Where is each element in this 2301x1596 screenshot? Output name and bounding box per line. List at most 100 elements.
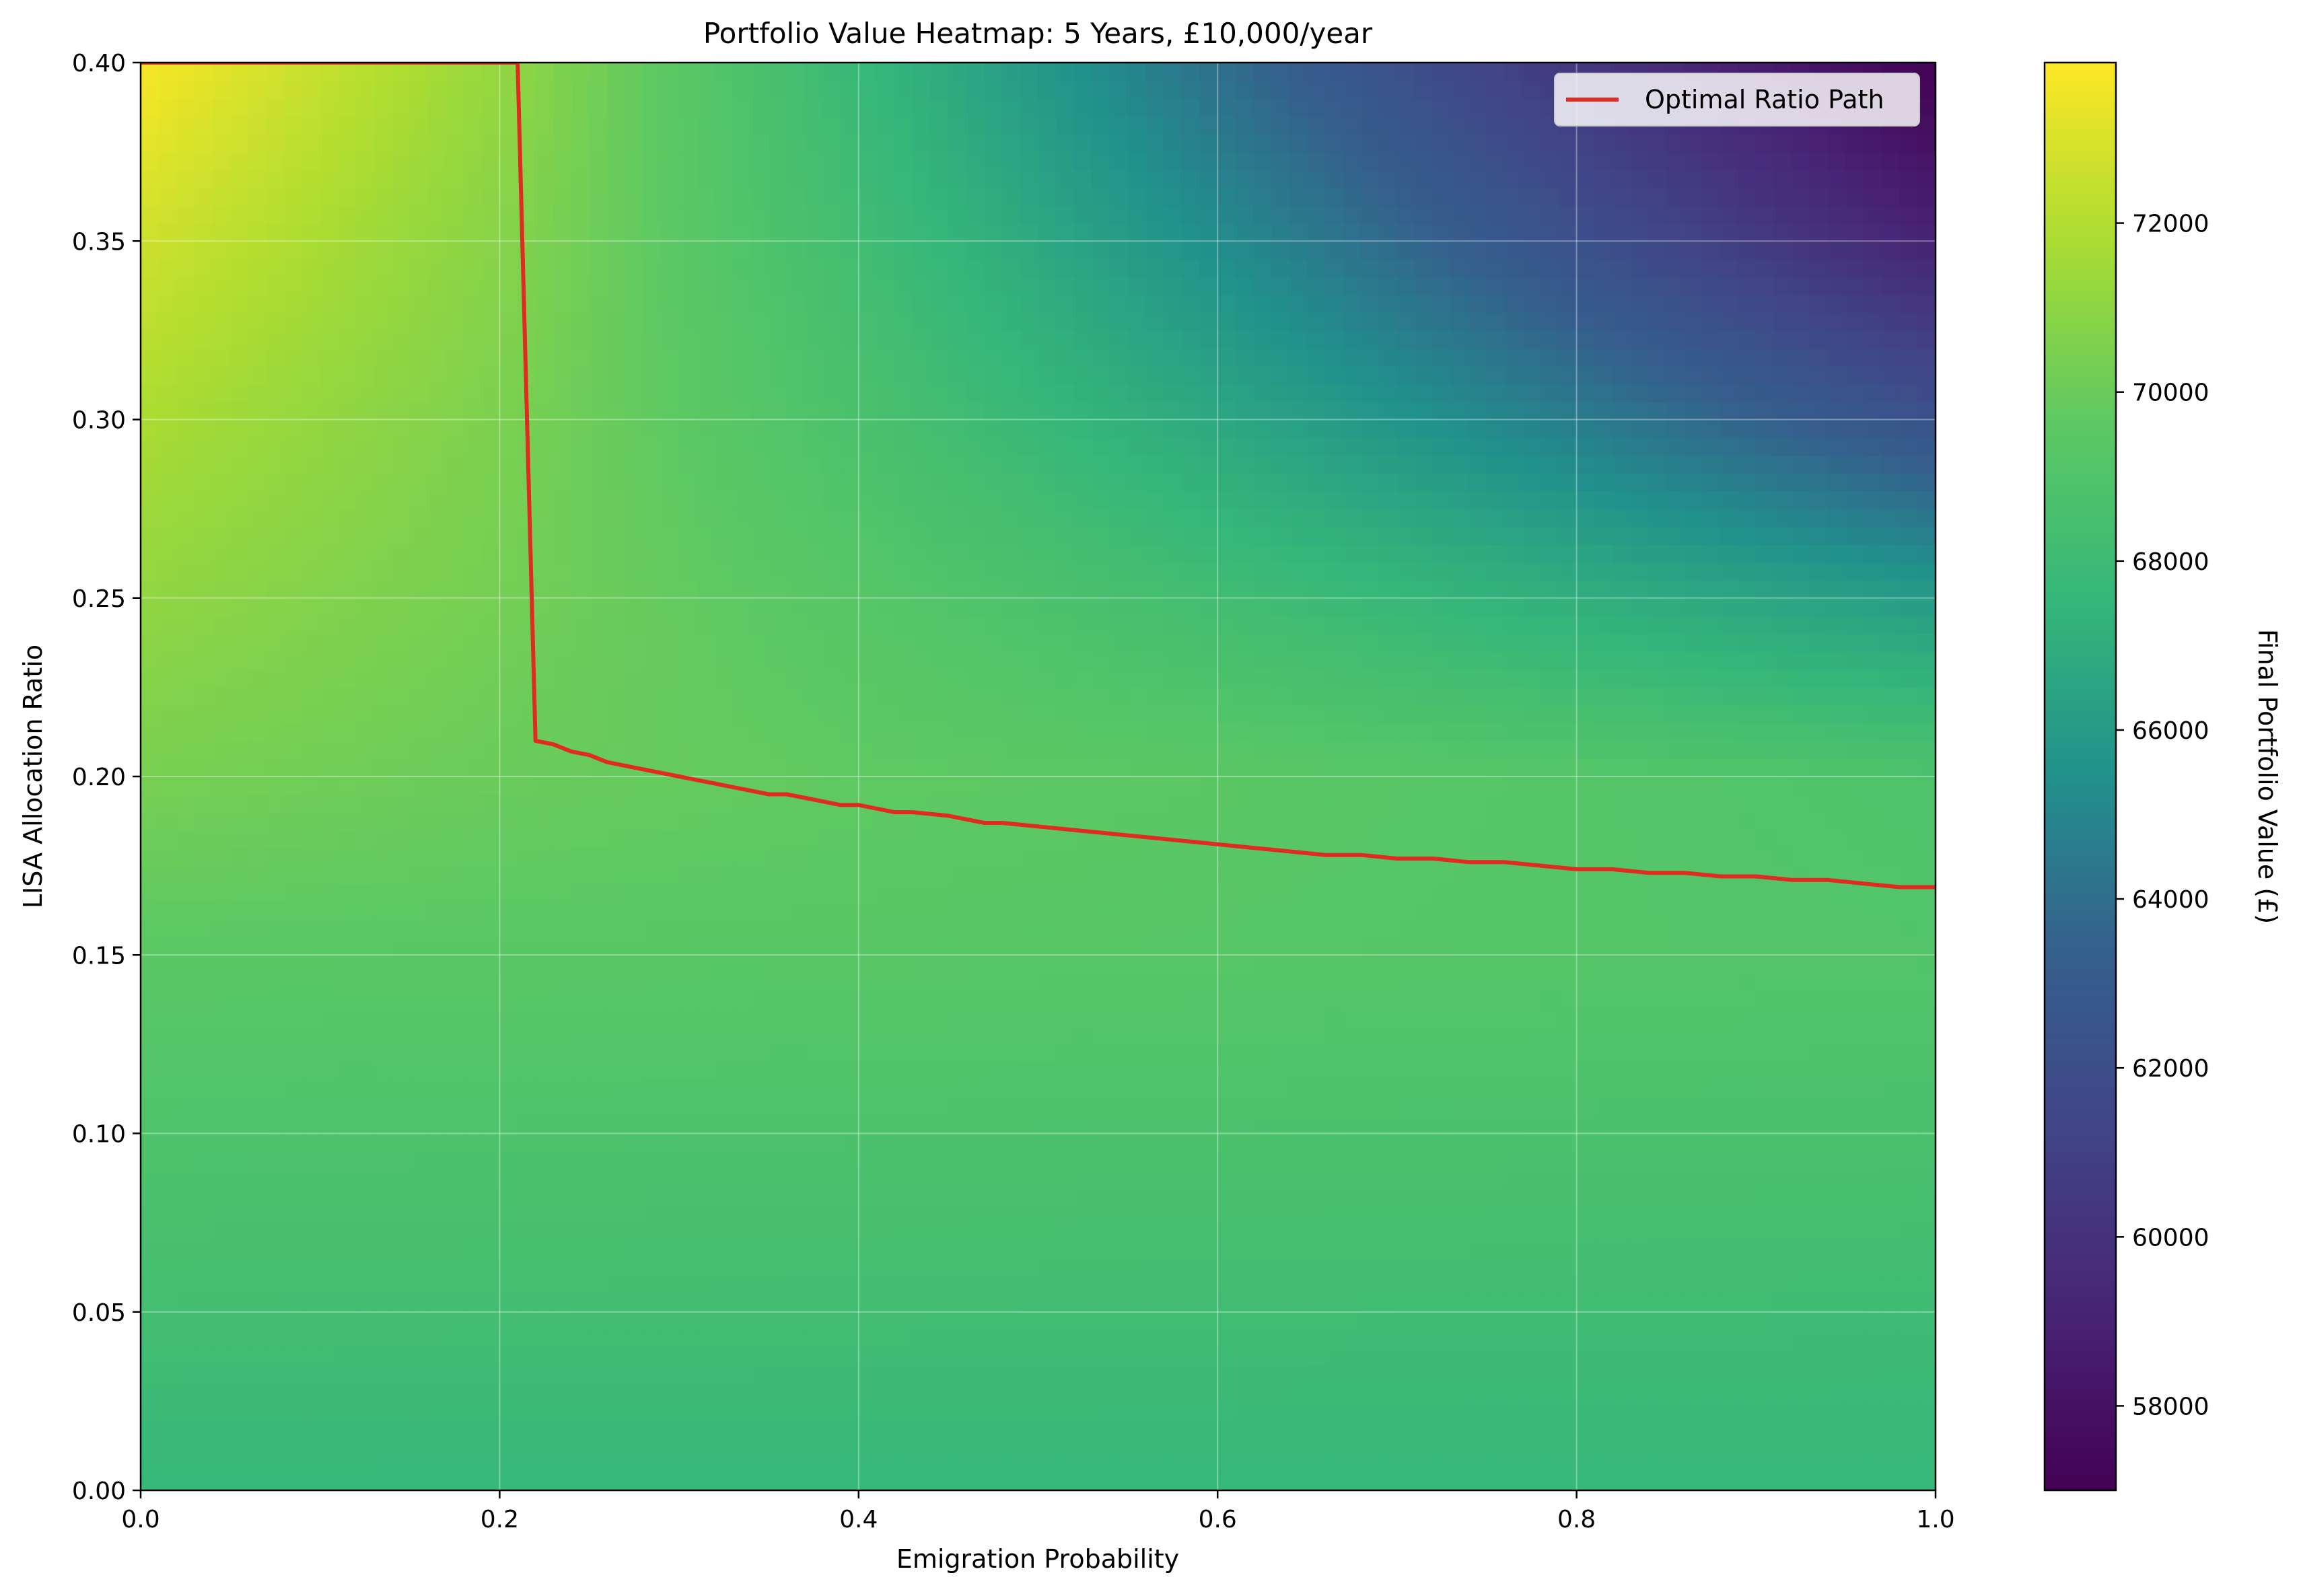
heatmap-cell [266, 1062, 285, 1081]
heatmap-cell [1576, 633, 1596, 653]
heatmap-cell [1002, 1115, 1021, 1134]
heatmap-cell [1845, 937, 1865, 956]
heatmap-cell [1504, 651, 1524, 670]
heatmap-cell [930, 776, 949, 795]
heatmap-cell [1630, 1330, 1650, 1348]
heatmap-cell [804, 1365, 824, 1384]
heatmap-cell [1164, 1044, 1182, 1063]
heatmap-cell [1864, 1062, 1882, 1081]
heatmap-cell [158, 1330, 178, 1348]
heatmap-cell [230, 687, 249, 706]
heatmap-cell [822, 1454, 841, 1474]
heatmap-cell [1325, 758, 1344, 777]
heatmap-cell [1756, 776, 1775, 795]
heatmap-cell [661, 723, 680, 741]
heatmap-cell [392, 1044, 411, 1063]
heatmap-cell [661, 1008, 680, 1027]
heatmap-cell [464, 704, 483, 724]
heatmap-cell [1810, 597, 1829, 617]
heatmap-cell [1307, 794, 1326, 813]
heatmap-cell [1396, 830, 1416, 848]
heatmap-cell [141, 865, 160, 884]
heatmap-cell [1450, 669, 1470, 688]
heatmap-cell [464, 848, 483, 867]
heatmap-cell [446, 1097, 464, 1116]
heatmap-cell [230, 1454, 249, 1474]
heatmap-cell [1612, 704, 1631, 724]
heatmap-cell [1361, 669, 1380, 688]
heatmap-cell [1235, 1133, 1254, 1152]
heatmap-cell [356, 955, 375, 974]
heatmap-cell [176, 616, 195, 634]
heatmap-cell [212, 1454, 232, 1474]
heatmap-cell [1541, 1079, 1559, 1099]
heatmap-cell [607, 1401, 626, 1420]
heatmap-cell [787, 1311, 806, 1331]
heatmap-cell [1433, 1437, 1452, 1455]
heatmap-cell [733, 901, 752, 920]
heatmap-cell [1289, 1062, 1308, 1081]
heatmap-cell [481, 1437, 501, 1455]
heatmap-cell [194, 901, 213, 920]
heatmap-cell [410, 1365, 429, 1384]
heatmap-cell [320, 1276, 339, 1295]
heatmap-cell [1522, 830, 1542, 848]
heatmap-cell [1415, 1097, 1434, 1116]
heatmap-cell [302, 758, 321, 777]
heatmap-cell [1289, 937, 1308, 956]
heatmap-cell [1594, 919, 1613, 938]
heatmap-cell [715, 1365, 734, 1384]
heatmap-cell [1810, 740, 1829, 760]
heatmap-cell [966, 990, 985, 1009]
heatmap-cell [1702, 1276, 1721, 1295]
heatmap-cell [804, 1204, 824, 1223]
heatmap-cell [1594, 1097, 1613, 1116]
heatmap-cell [1127, 1418, 1147, 1438]
heatmap-cell [625, 901, 644, 920]
heatmap-cell [1199, 758, 1218, 777]
heatmap-cell [464, 1169, 483, 1188]
heatmap-cell [876, 1365, 895, 1384]
heatmap-cell [1522, 1472, 1542, 1490]
heatmap-cell [984, 1365, 1003, 1384]
heatmap-cell [1127, 883, 1147, 902]
heatmap-cell [1361, 616, 1380, 634]
heatmap-cell [571, 1240, 590, 1259]
heatmap-cell [661, 1437, 680, 1455]
heatmap-cell [1073, 633, 1093, 653]
heatmap-cell [302, 740, 321, 760]
heatmap-cell [1827, 1115, 1847, 1134]
heatmap-cell [1810, 1204, 1829, 1223]
heatmap-cell [1020, 633, 1039, 653]
heatmap-cell [1899, 937, 1919, 956]
heatmap-cell [446, 1454, 464, 1474]
heatmap-cell [876, 1026, 895, 1045]
heatmap-cell [715, 865, 734, 884]
heatmap-cell [715, 972, 734, 992]
heatmap-cell [158, 937, 178, 956]
heatmap-cell [1271, 597, 1290, 617]
heatmap-cell [966, 740, 985, 760]
heatmap-cell [1899, 1383, 1919, 1402]
heatmap-cell [553, 1401, 572, 1420]
heatmap-cell [1199, 1347, 1218, 1367]
heatmap-cell [787, 1240, 806, 1259]
heatmap-cell [912, 1079, 931, 1099]
heatmap-cell [284, 1437, 303, 1455]
heatmap-cell [338, 616, 357, 634]
heatmap-cell [966, 972, 985, 992]
heatmap-cell [912, 1008, 931, 1027]
heatmap-cell [518, 1169, 536, 1188]
heatmap-cell [338, 972, 357, 992]
heatmap-cell [733, 955, 752, 974]
heatmap-cell [1253, 1151, 1273, 1170]
heatmap-cell [1773, 830, 1793, 848]
heatmap-cell [1002, 1204, 1021, 1223]
heatmap-cell [1504, 1383, 1524, 1402]
heatmap-cell [733, 1472, 752, 1490]
heatmap-cell [1630, 883, 1650, 902]
heatmap-cell [1199, 1026, 1218, 1045]
heatmap-cell [1648, 865, 1667, 884]
heatmap-cell [1217, 1115, 1236, 1134]
heatmap-cell [1127, 865, 1147, 884]
